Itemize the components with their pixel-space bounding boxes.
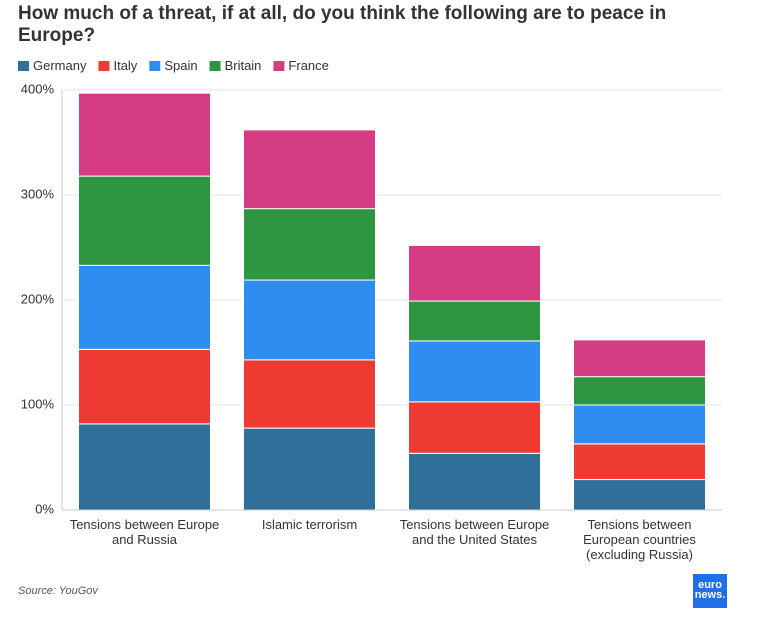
bar-segment: [243, 427, 376, 511]
logo: euro news.: [693, 574, 727, 608]
bar-segment: [408, 452, 541, 511]
legend-label: Italy: [113, 58, 137, 73]
y-tick-label: 400%: [21, 81, 55, 96]
y-tick-label: 300%: [21, 186, 55, 201]
legend-label: France: [288, 58, 328, 73]
bar-segment: [573, 443, 706, 481]
bar-segment: [573, 404, 706, 445]
source: Source: YouGov: [18, 585, 98, 597]
chart-title: How much of a threat, if at all, do you …: [18, 3, 667, 46]
bar-segment: [78, 348, 211, 425]
bar-segment: [573, 339, 706, 378]
bar-segment: [573, 479, 706, 511]
logo-text: news.: [694, 589, 726, 601]
bar-segment: [78, 175, 211, 266]
bar-segment: [573, 376, 706, 406]
bar-segment: [78, 264, 211, 350]
bar-segment: [78, 92, 211, 177]
bar-segment: [243, 208, 376, 281]
bar-segment: [408, 244, 541, 302]
logo-text: euro: [698, 579, 722, 591]
bar-segment: [243, 359, 376, 429]
legend-swatch: [273, 61, 285, 71]
legend-swatch: [98, 61, 110, 71]
x-tick-label: Tensions between Europe and Russia: [69, 517, 220, 547]
y-tick-label: 100%: [21, 396, 55, 411]
bar-segment: [243, 279, 376, 361]
x-tick-label: Islamic terrorism: [261, 517, 358, 532]
x-tick-label: Tensions between European countries (exc…: [583, 517, 696, 562]
bar-segment: [408, 340, 541, 403]
legend-label: Germany: [33, 58, 87, 73]
legend-swatch: [209, 61, 221, 71]
y-tick-label: 0%: [35, 501, 54, 516]
bar-segment: [243, 129, 376, 210]
x-tick-label: Tensions between Europe and the United S…: [399, 517, 550, 547]
bar-segment: [408, 300, 541, 342]
bar-segment: [78, 423, 211, 511]
y-tick-label: 200%: [21, 291, 55, 306]
legend-swatch: [18, 61, 29, 71]
bar-segment: [408, 401, 541, 454]
legend-swatch: [149, 61, 161, 71]
legend-label: Spain: [164, 58, 197, 73]
legend-label: Britain: [225, 58, 262, 73]
